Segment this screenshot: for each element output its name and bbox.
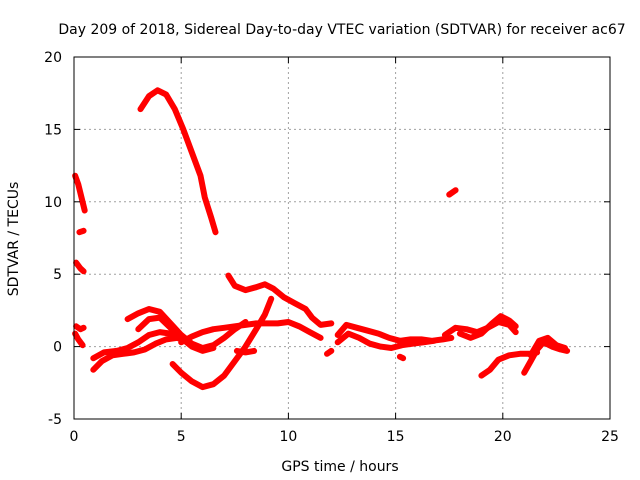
series-arc-3	[73, 259, 87, 275]
x-tick-label: 15	[387, 429, 405, 445]
series-arc-24	[527, 334, 568, 359]
y-tick-label: 0	[53, 340, 62, 356]
series-arc-16	[324, 347, 335, 357]
series-arc-12	[135, 314, 217, 354]
series-arc-21	[456, 313, 519, 341]
series-arc-4	[73, 323, 87, 333]
y-tick-label: 20	[44, 50, 62, 66]
chart-title: Day 209 of 2018, Sidereal Day-to-day VTE…	[58, 22, 625, 38]
series-arc-19	[396, 353, 407, 362]
x-tick-label: 0	[70, 429, 79, 445]
series-arc-1	[72, 172, 88, 214]
series-arc-6	[137, 87, 219, 236]
series-arc-15	[233, 347, 258, 356]
x-axis-label: GPS time / hours	[281, 459, 398, 475]
series-arc-7	[446, 187, 459, 198]
series-arc-14	[178, 319, 324, 346]
y-tick-label: 10	[44, 195, 62, 211]
series-arc-5	[72, 330, 86, 349]
y-tick-label: 5	[53, 267, 62, 283]
grid	[74, 57, 610, 419]
x-axis-ticks: 0 5 10 15 20 25	[70, 57, 619, 445]
x-tick-label: 10	[279, 429, 297, 445]
y-tick-label: 15	[44, 122, 62, 138]
y-axis-label: SDTVAR / TECUs	[6, 182, 22, 297]
series-arc-8	[225, 272, 335, 328]
y-axis-ticks: -5 0 5 10 15 20	[44, 50, 610, 428]
x-tick-label: 5	[177, 429, 186, 445]
x-tick-label: 25	[601, 429, 619, 445]
data-series	[72, 87, 571, 391]
series-arc-10	[90, 329, 185, 362]
plot-frame	[73, 56, 611, 420]
series-arc-9	[90, 334, 191, 373]
series-arc-18	[334, 330, 438, 351]
x-tick-label: 20	[494, 429, 512, 445]
series-arc-2	[76, 227, 87, 236]
y-tick-label: -5	[48, 412, 62, 428]
